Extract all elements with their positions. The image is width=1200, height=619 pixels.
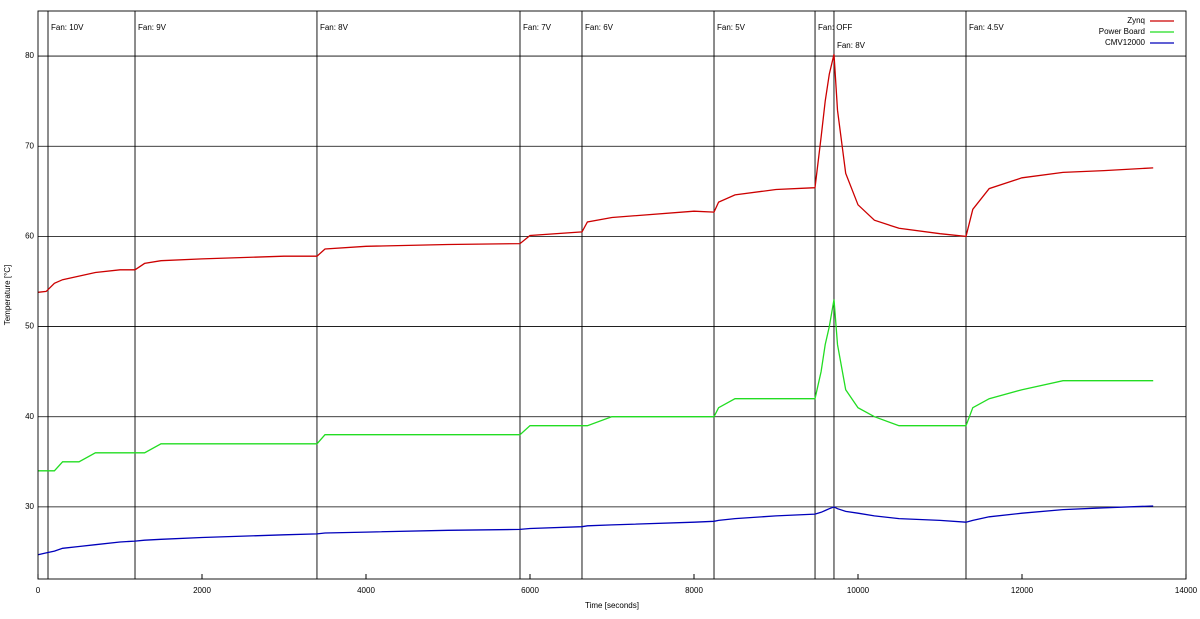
annotation-label: Fan: 8V: [837, 41, 866, 50]
plot-frame: [37, 10, 1187, 580]
series-line: [37, 54, 1154, 293]
legend-label: Zynq: [1127, 16, 1145, 25]
annotation-label: Fan: OFF: [818, 23, 852, 32]
annotation-label: Fan: 8V: [320, 23, 349, 32]
legend-label: CMV12000: [1105, 38, 1146, 47]
x-tick-label: 12000: [1011, 586, 1034, 595]
annotation-label: Fan: 6V: [585, 23, 614, 32]
y-tick-label: 70: [25, 141, 34, 150]
y-tick-label: 40: [25, 412, 34, 421]
annotation-label: Fan: 9V: [138, 23, 167, 32]
x-tick-label: 2000: [193, 586, 211, 595]
x-tick-label: 10000: [847, 586, 870, 595]
series-line: [37, 505, 1154, 556]
x-tick-label: 4000: [357, 586, 375, 595]
y-tick-label: 80: [25, 51, 34, 60]
x-tick-label: 14000: [1175, 586, 1198, 595]
y-tick-label: 50: [25, 322, 34, 331]
x-tick-label: 0: [36, 586, 41, 595]
x-axis-label: Time [seconds]: [585, 601, 639, 610]
y-axis-label: Temperature [°C]: [3, 265, 12, 326]
legend-label: Power Board: [1099, 27, 1145, 36]
annotation-label: Fan: 10V: [51, 23, 84, 32]
annotation-label: Fan: 7V: [523, 23, 552, 32]
x-tick-label: 8000: [685, 586, 703, 595]
annotation-label: Fan: 5V: [717, 23, 746, 32]
series-line: [38, 299, 1154, 472]
y-tick-label: 60: [25, 232, 34, 241]
y-tick-label: 30: [25, 502, 34, 511]
annotation-label: Fan: 4.5V: [969, 23, 1004, 32]
x-tick-label: 6000: [521, 586, 539, 595]
